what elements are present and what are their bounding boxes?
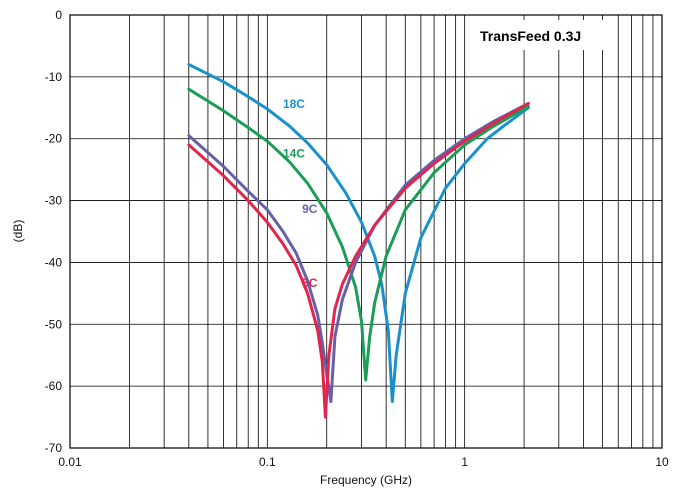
x-tick-label: 0.01 — [58, 455, 82, 469]
y-tick-label: -20 — [45, 132, 63, 146]
grid — [70, 15, 662, 448]
x-tick-label: 0.1 — [259, 455, 276, 469]
series-label-5C: 5C — [302, 276, 318, 290]
series-labels: 18C 14C 9C 5C — [283, 97, 318, 290]
series-label-18C: 18C — [283, 97, 305, 111]
series-label-14C: 14C — [283, 146, 305, 160]
y-tick-label: -10 — [45, 70, 63, 84]
x-axis-title: Frequency (GHz) — [320, 473, 412, 487]
y-tick-label: 0 — [55, 8, 62, 22]
tick-labels: 0 -10 -20 -30 -40 -50 -60 -700.01 0.1 1 10 — [45, 8, 669, 469]
y-tick-label: -40 — [45, 255, 63, 269]
y-tick-label: -60 — [45, 379, 63, 393]
y-axis-title: (dB) — [11, 220, 25, 243]
series-line-14C — [187, 87, 530, 382]
x-tick-label: 1 — [461, 455, 468, 469]
y-tick-label: -50 — [45, 317, 63, 331]
plot-frame — [69, 14, 663, 449]
x-tick-label: 10 — [655, 455, 669, 469]
y-tick-label: -30 — [45, 194, 63, 208]
series-group — [187, 63, 530, 419]
series-line-18C — [187, 63, 530, 404]
title-box — [474, 20, 614, 50]
series-label-9C: 9C — [302, 202, 318, 216]
chart-title: TransFeed 0.3J — [480, 28, 581, 44]
series-line-9C — [187, 102, 530, 404]
series-line-5C — [187, 102, 530, 419]
y-tick-label: -70 — [45, 441, 63, 455]
